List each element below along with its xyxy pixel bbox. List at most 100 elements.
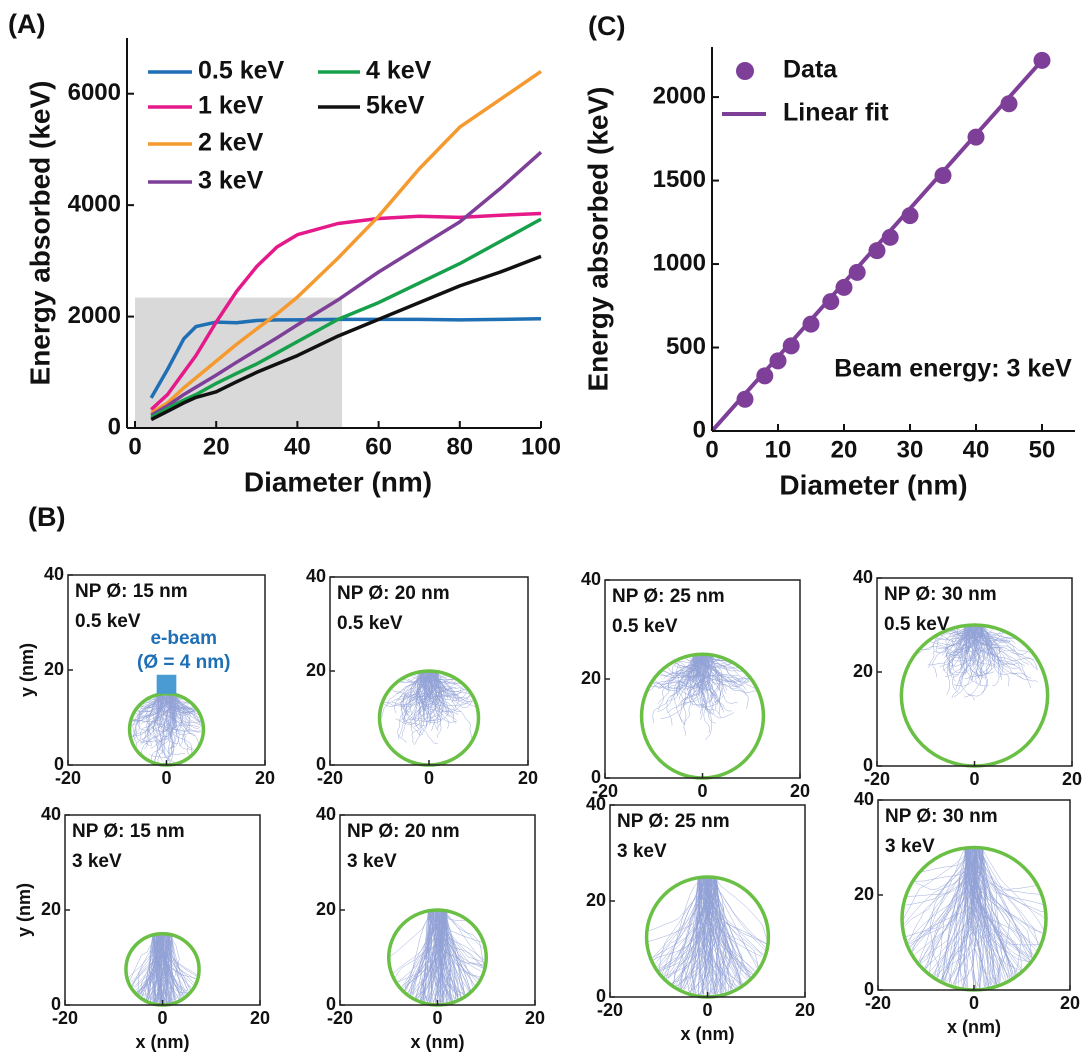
trajectory <box>441 910 485 969</box>
trajectory <box>710 654 743 682</box>
trajectory <box>698 877 725 993</box>
trajectory <box>671 877 714 986</box>
y-tick-label: 0 <box>54 754 64 774</box>
trajectory <box>382 671 425 707</box>
panel-annotation: NP Ø: 15 nm <box>72 821 185 842</box>
trajectories <box>380 671 478 746</box>
trajectory <box>169 933 184 996</box>
trajectory <box>409 910 438 996</box>
trajectory <box>422 671 434 720</box>
trajectory <box>442 910 466 994</box>
trajectory <box>648 877 717 942</box>
trajectory <box>918 847 966 964</box>
y-tick-label: 6000 <box>68 79 121 106</box>
trajectory <box>658 877 710 971</box>
series-line <box>150 150 543 417</box>
trajectory <box>428 910 444 1002</box>
trajectory <box>704 654 750 683</box>
trajectory <box>935 625 967 653</box>
trajectory <box>946 625 988 662</box>
panel-annotation: 0.5 keV <box>612 616 678 637</box>
trajectory <box>946 847 982 987</box>
x-tick-label: 0 <box>161 768 171 788</box>
trajectory <box>658 654 704 690</box>
trajectory <box>701 877 742 984</box>
trajectory <box>973 847 992 986</box>
y-tick-label: 40 <box>41 804 61 824</box>
trajectory <box>945 625 977 656</box>
trajectory <box>715 877 758 969</box>
trajectories <box>902 847 1046 990</box>
trajectory <box>966 847 1040 945</box>
trajectory <box>409 671 450 722</box>
trajectory <box>155 693 166 755</box>
trajectory <box>968 625 1000 655</box>
data-point <box>848 263 866 281</box>
trajectory <box>133 693 159 720</box>
e-beam-label: (Ø = 4 nm) <box>137 652 230 673</box>
trajectory <box>151 693 185 730</box>
trajectory <box>653 654 698 691</box>
trajectory <box>175 693 203 722</box>
trajectory <box>908 847 985 944</box>
trajectory <box>386 671 433 705</box>
trajectory <box>131 934 156 989</box>
panel-annotation: 3 keV <box>617 841 667 862</box>
x-tick-label: 0 <box>969 769 979 789</box>
trajectory <box>426 671 442 727</box>
trajectory <box>131 694 175 738</box>
trajectory <box>132 693 176 722</box>
trajectory <box>967 847 1002 983</box>
trajectory <box>440 910 459 998</box>
y-tick-label: 40 <box>853 567 873 587</box>
trajectory <box>705 654 714 706</box>
trajectory <box>966 847 981 988</box>
x-tick-label: 100 <box>521 433 561 460</box>
trajectory <box>420 671 431 720</box>
trajectory <box>978 625 988 663</box>
x-tick-label: 30 <box>897 436 924 463</box>
y-tick-label: 40 <box>316 804 336 824</box>
trajectory <box>395 671 442 725</box>
trajectory <box>424 910 430 1004</box>
trajectory <box>673 654 703 725</box>
y-axis-label: Energy absorbed (keV) <box>582 87 613 392</box>
data-point <box>835 278 853 296</box>
trajectory <box>982 625 1021 641</box>
y-tick-label: 500 <box>666 333 706 360</box>
panel-annotation: NP Ø: 30 nm <box>884 584 997 605</box>
trajectory <box>672 877 710 987</box>
trajectory <box>921 625 971 651</box>
trajectory <box>980 625 1038 683</box>
trajectory <box>981 625 1003 668</box>
trajectory <box>703 877 725 994</box>
trajectory <box>704 654 717 710</box>
trajectory <box>173 693 192 714</box>
trajectory <box>165 933 172 1004</box>
trajectory <box>979 625 1031 689</box>
trajectory <box>162 693 182 730</box>
series-line <box>150 254 542 422</box>
series-line <box>150 69 542 415</box>
trajectory <box>130 693 172 725</box>
y-tick-label: 20 <box>306 660 326 680</box>
x-tick-label: -20 <box>317 768 343 788</box>
trajectories <box>389 910 485 1005</box>
trajectory <box>672 877 711 985</box>
trajectory <box>157 693 199 749</box>
y-tick-label: 20 <box>854 884 874 904</box>
trajectory <box>157 693 172 730</box>
data-point <box>1000 95 1018 113</box>
trajectory <box>401 671 446 707</box>
trajectories <box>646 877 768 997</box>
legend-label: 2 keV <box>198 129 264 157</box>
y-tick-label: 20 <box>586 890 606 910</box>
trajectory <box>684 654 703 680</box>
trajectory <box>156 693 176 719</box>
trajectory <box>975 847 1038 890</box>
trajectory <box>401 671 425 738</box>
y-tick-label: 0 <box>316 754 326 774</box>
trajectory <box>692 654 742 687</box>
